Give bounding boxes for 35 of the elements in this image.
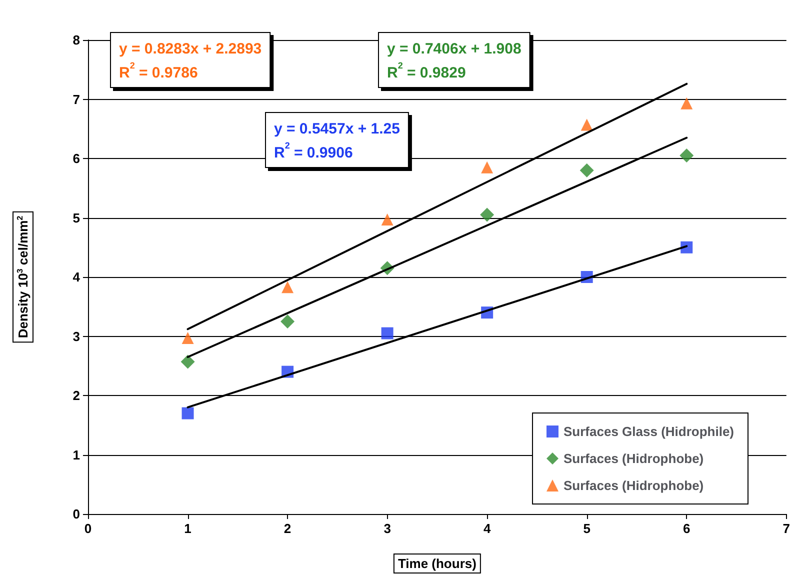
y-tick-label: 6 bbox=[72, 151, 80, 166]
x-tick-label: 3 bbox=[384, 521, 391, 536]
x-tick-label: 7 bbox=[782, 521, 790, 536]
legend-label: Surfaces Glass (Hidrophile) bbox=[564, 424, 734, 439]
point bbox=[381, 214, 394, 226]
y-tick-label: 3 bbox=[72, 328, 80, 344]
x-axis-title: Time (hours) bbox=[398, 556, 476, 571]
point bbox=[182, 407, 194, 420]
x-tick-label: 0 bbox=[84, 521, 92, 536]
point bbox=[280, 314, 295, 328]
y-tick-label: 1 bbox=[72, 447, 80, 462]
y-tick-label: 0 bbox=[72, 506, 80, 522]
x-tick-label: 6 bbox=[683, 521, 690, 536]
x-tick-label: 4 bbox=[483, 521, 492, 536]
legend-label: Surfaces (Hidrophobe) bbox=[564, 478, 704, 493]
point bbox=[180, 354, 195, 369]
legend-label: Surfaces (Hidrophobe) bbox=[564, 451, 704, 466]
y-tick-label: 4 bbox=[72, 270, 81, 284]
point bbox=[680, 97, 693, 110]
point bbox=[580, 118, 593, 131]
x-tick-label: 5 bbox=[583, 521, 590, 536]
x-tick-label: 1 bbox=[184, 521, 192, 536]
y-tick-label: 5 bbox=[72, 210, 80, 226]
point bbox=[580, 163, 594, 178]
point bbox=[381, 327, 394, 340]
point bbox=[680, 148, 694, 163]
point bbox=[481, 161, 494, 174]
point bbox=[182, 332, 194, 344]
y-tick-label: 2 bbox=[72, 388, 80, 403]
x-tick-label: 2 bbox=[284, 521, 292, 536]
y-axis-title: Density 103 cel/mm2 bbox=[16, 215, 30, 338]
point bbox=[282, 281, 294, 294]
y-tick-label: 8 bbox=[72, 32, 80, 48]
y-tick-label: 7 bbox=[72, 92, 80, 107]
point bbox=[480, 208, 494, 222]
